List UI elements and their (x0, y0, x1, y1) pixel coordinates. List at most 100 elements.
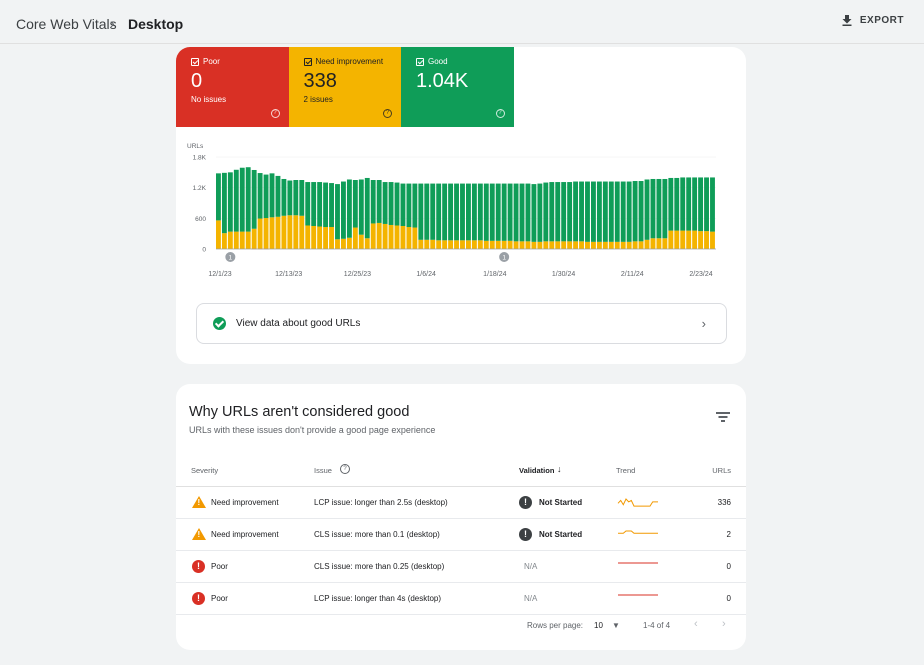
bar-need-improvement (608, 241, 614, 249)
table-row[interactable]: ! Poor CLS issue: more than 0.25 (desktop)… (176, 551, 746, 583)
poor-tile[interactable]: Poor 0 No issues ? (176, 47, 289, 127)
bar-need-improvement (644, 239, 650, 249)
help-icon[interactable]: ? (383, 109, 392, 118)
x-tick-label: 1/30/24 (552, 271, 575, 278)
checkbox-icon[interactable] (191, 57, 199, 66)
urls-chart: URLs 0 600 1.2K 1.8K 1 1 12/1/23 12/13/23 12/25/2… (187, 143, 716, 278)
bar-need-improvement (352, 227, 358, 249)
bar-need-improvement (454, 240, 459, 249)
severity-cell: Need improvement (211, 530, 279, 539)
annotation-marker (499, 252, 510, 262)
bar-good (668, 177, 674, 231)
bar-good (239, 167, 245, 232)
urls-header[interactable]: URLs (712, 466, 731, 475)
bar-good (364, 177, 370, 239)
bar-need-improvement (656, 238, 662, 249)
x-tick-label: 2/23/24 (689, 271, 712, 278)
help-icon[interactable]: ? (340, 464, 350, 474)
trend-sparkline (618, 594, 658, 596)
bar-need-improvement (668, 230, 674, 249)
bar-good (358, 179, 364, 235)
bar-need-improvement (341, 238, 346, 249)
bar-good (269, 173, 275, 218)
bar-need-improvement (632, 241, 638, 249)
bar-good (406, 183, 412, 228)
dropdown-caret-icon[interactable]: ▼ (612, 621, 620, 630)
view-good-urls-link[interactable]: View data about good URLs › (196, 303, 727, 344)
need-improvement-tile[interactable]: Need improvement 338 2 issues ? (288, 47, 401, 127)
bar-need-improvement (680, 230, 686, 249)
bar-good (323, 182, 329, 228)
table-row[interactable]: Need improvement CLS issue: more than 0.1… (176, 519, 746, 551)
download-icon (842, 15, 852, 26)
bar-need-improvement (346, 237, 352, 249)
bar-good (555, 182, 561, 242)
bar-good (376, 180, 382, 223)
bar-need-improvement (585, 241, 590, 249)
checkbox-icon[interactable] (416, 57, 424, 66)
bar-need-improvement (602, 241, 608, 249)
good-label: Good (428, 57, 448, 66)
bar-need-improvement (573, 241, 579, 249)
severity-cell: Poor (211, 594, 228, 603)
trend-sparkline (617, 498, 658, 507)
bar-need-improvement (549, 241, 555, 249)
error-icon: ! (192, 560, 205, 573)
issue-cell: CLS issue: more than 0.25 (desktop) (314, 562, 445, 571)
bar-need-improvement (466, 240, 471, 249)
export-button[interactable]: EXPORT (842, 15, 904, 26)
previous-page-icon[interactable]: ‹ (694, 618, 698, 630)
filter-icon[interactable] (716, 412, 730, 422)
bar-need-improvement (293, 215, 299, 249)
warning-icon (192, 496, 206, 508)
bar-need-improvement (216, 220, 221, 249)
need-improvement-issues: 2 issues (303, 95, 333, 104)
issue-header[interactable]: Issue (314, 466, 332, 475)
bar-need-improvement (317, 226, 323, 249)
bar-need-improvement (424, 239, 430, 249)
bar-good (287, 180, 293, 216)
issues-subtitle: URLs with these issues don't provide a g… (189, 425, 436, 435)
issues-card: Why URLs aren't considered good URLs wit… (176, 384, 746, 650)
severity-cell: Need improvement (211, 498, 279, 507)
rows-per-page-label: Rows per page: (527, 621, 584, 630)
bar-need-improvement (567, 241, 573, 249)
bar-good (293, 180, 299, 216)
bar-need-improvement (221, 233, 227, 249)
validation-header[interactable]: Validation (519, 466, 555, 475)
bar-need-improvement (394, 225, 400, 249)
bar-good (585, 181, 590, 242)
help-icon[interactable]: ? (270, 109, 280, 118)
bar-need-improvement (382, 223, 388, 249)
bar-need-improvement (638, 241, 644, 249)
checkbox-icon[interactable] (303, 57, 312, 66)
breadcrumb-root[interactable]: Core Web Vitals (16, 16, 117, 32)
breadcrumb-separator-icon: › (110, 15, 115, 31)
top-bar: Core Web Vitals › Desktop EXPORT (0, 0, 924, 44)
severity-cell: Poor (211, 562, 228, 571)
rows-per-page-select[interactable]: 10 (594, 621, 603, 630)
table-row[interactable]: ! Poor LCP issue: longer than 4s (desktop)… (176, 583, 746, 615)
issue-cell: LCP issue: longer than 4s (desktop) (314, 594, 442, 603)
warning-icon (192, 528, 206, 540)
status-icon: ! (519, 528, 532, 541)
bar-good (388, 182, 394, 225)
bar-good (281, 178, 287, 216)
bar-need-improvement (513, 241, 519, 249)
bar-need-improvement (436, 240, 442, 249)
validation-cell: N/A (524, 594, 538, 603)
bar-need-improvement (591, 241, 596, 249)
bar-good (602, 181, 608, 242)
bar-good (573, 181, 579, 242)
bar-good (370, 180, 376, 224)
bar-need-improvement (430, 239, 436, 249)
validation-cell: Not Started (539, 498, 583, 507)
table-row[interactable]: Need improvement LCP issue: longer than 2… (176, 487, 746, 519)
good-tile[interactable]: Good 1.04K ? (401, 47, 514, 127)
help-icon[interactable]: ? (495, 109, 505, 118)
severity-header[interactable]: Severity (191, 466, 219, 475)
bar-need-improvement (400, 226, 406, 249)
next-page-icon[interactable]: › (722, 618, 726, 630)
bar-good (537, 183, 543, 242)
bar-need-improvement (561, 241, 567, 249)
